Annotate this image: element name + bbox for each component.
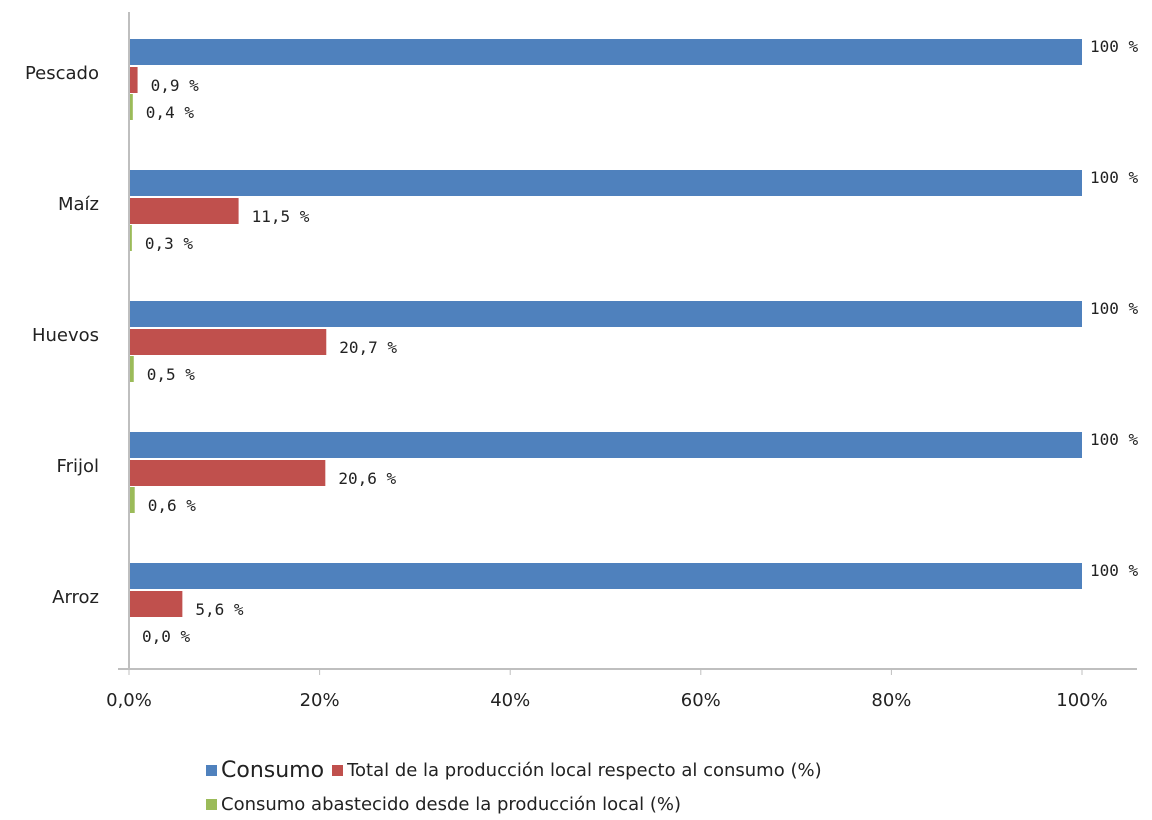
bar-arroz-series-2 (129, 591, 183, 617)
data-label-huevos-series-2: 20,7 % (339, 338, 397, 357)
x-tick-label-2: 40% (490, 690, 530, 711)
legend-swatch-consumo-abastecido (206, 799, 217, 810)
x-tick-label-0: 0,0% (106, 690, 152, 711)
x-tick-label-1: 20% (300, 690, 340, 711)
x-tick-label-3: 60% (681, 690, 721, 711)
data-label-maiz-series-3: 0,3 % (145, 234, 194, 253)
bar-maiz-series-2 (129, 198, 239, 224)
bar-frijol-series-3 (129, 487, 135, 513)
legend-label-produccion-local: Total de la producción local respecto al… (347, 760, 822, 781)
data-label-arroz-series-1: 100 % (1090, 561, 1139, 580)
data-label-frijol-series-1: 100 % (1090, 430, 1139, 449)
data-label-pescado-series-2: 0,9 % (151, 76, 200, 95)
data-label-frijol-series-2: 20,6 % (338, 469, 396, 488)
legend-item-consumo-abastecido: Consumo abastecido desde la producción l… (206, 794, 681, 815)
data-label-arroz-series-3: 0,0 % (142, 627, 191, 646)
data-label-frijol-series-3: 0,6 % (148, 496, 197, 515)
bar-frijol-series-1 (129, 432, 1082, 458)
category-label-pescado: Pescado (25, 63, 99, 84)
bar-huevos-series-3 (129, 356, 134, 382)
bar-maiz-series-1 (129, 170, 1082, 196)
data-label-maiz-series-1: 100 % (1090, 168, 1139, 187)
legend-swatch-consumo (206, 765, 217, 776)
legend-row-1: Consumo Total de la producción local res… (206, 758, 822, 783)
bar-pescado-series-2 (129, 67, 138, 93)
bar-huevos-series-2 (129, 329, 327, 355)
data-label-pescado-series-3: 0,4 % (146, 103, 195, 122)
data-label-arroz-series-2: 5,6 % (195, 600, 244, 619)
legend-label-consumo-abastecido: Consumo abastecido desde la producción l… (221, 794, 681, 815)
bar-maiz-series-3 (129, 225, 132, 251)
legend-item-consumo: Consumo (206, 758, 324, 783)
data-label-huevos-series-1: 100 % (1090, 299, 1139, 318)
bar-huevos-series-1 (129, 301, 1082, 327)
category-label-arroz: Arroz (52, 587, 99, 608)
x-tick-label-4: 80% (871, 690, 911, 711)
legend-row-2: Consumo abastecido desde la producción l… (206, 794, 681, 815)
category-label-huevos: Huevos (32, 325, 99, 346)
legend-swatch-produccion-local (332, 765, 344, 776)
data-label-maiz-series-2: 11,5 % (252, 207, 310, 226)
legend-item-produccion-local: Total de la producción local respecto al… (332, 760, 822, 781)
bar-pescado-series-3 (129, 94, 133, 120)
bar-arroz-series-1 (129, 563, 1082, 589)
data-label-huevos-series-3: 0,5 % (147, 365, 196, 384)
category-label-maiz: Maíz (58, 194, 99, 215)
category-label-frijol: Frijol (57, 456, 99, 477)
bar-frijol-series-2 (129, 460, 326, 486)
bar-pescado-series-1 (129, 39, 1082, 65)
x-tick-label-5: 100% (1056, 690, 1107, 711)
legend-label-consumo: Consumo (221, 758, 325, 783)
data-label-pescado-series-1: 100 % (1090, 37, 1139, 56)
